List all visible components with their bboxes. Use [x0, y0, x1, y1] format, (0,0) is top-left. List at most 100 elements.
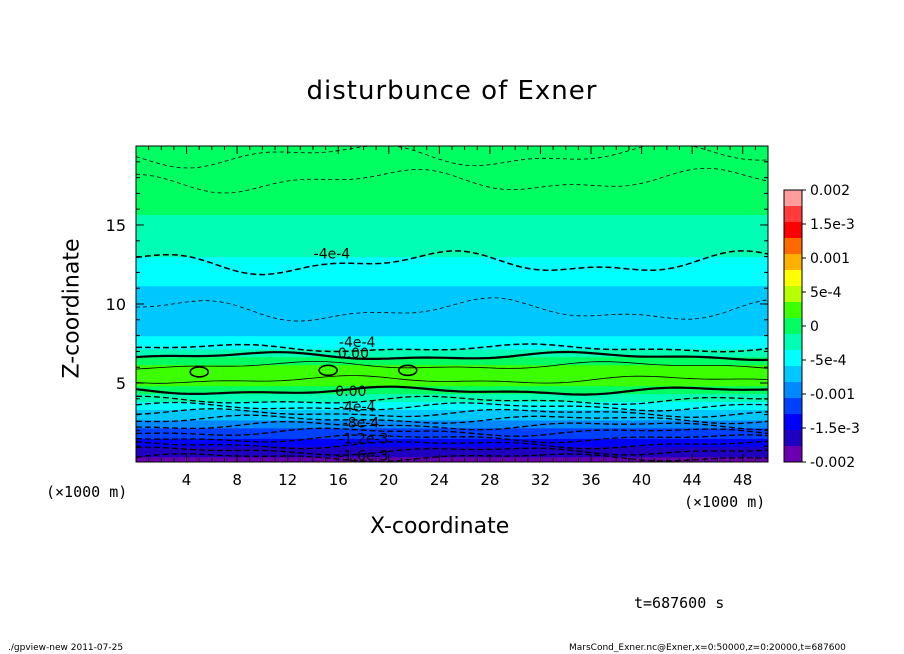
contour-label: 0.00	[335, 384, 366, 400]
field-band	[136, 322, 768, 326]
field-band	[136, 309, 768, 313]
field-band	[136, 275, 768, 279]
field-band	[136, 209, 768, 213]
field-band	[136, 364, 768, 368]
field-band	[136, 377, 768, 381]
x-tick-label: 36	[581, 471, 600, 489]
field-band	[136, 372, 768, 376]
y-unit-label: (×1000 m)	[46, 483, 128, 501]
field-band	[136, 319, 768, 324]
colorbar-swatch	[784, 318, 802, 335]
colorbar-label: 1.5e-3	[810, 217, 855, 233]
contour-line	[136, 414, 768, 425]
colorbar-swatch	[784, 190, 802, 207]
field-band	[136, 425, 768, 429]
contour-line	[136, 446, 768, 456]
field-band	[136, 235, 768, 239]
field-band	[136, 243, 768, 247]
contour-line	[136, 421, 768, 431]
field-band	[136, 298, 768, 302]
field-band	[136, 222, 768, 226]
closed-contour	[397, 364, 418, 377]
field-band	[136, 240, 768, 245]
colorbar-swatch	[784, 446, 802, 463]
x-tick-label: 20	[379, 471, 398, 489]
x-unit-label: (×1000 m)	[684, 493, 766, 511]
colorbar: 0.002 1.5e-3 0.001 5e-4 0 -5e-4 -0.001 -1.5e-3 -…	[783, 183, 860, 471]
colorbar-label: 0	[810, 319, 819, 335]
field-band	[136, 230, 768, 234]
contour-label: -8e-4	[343, 416, 380, 432]
x-axis-ticks: 4 8 12 16 20 24 28 32 36 40 44 48	[148, 146, 756, 489]
field-band	[136, 330, 768, 334]
contour-label: 0.00	[338, 346, 369, 362]
contour-label: -1.2e-3	[339, 431, 389, 447]
contour-line	[136, 167, 768, 194]
colorbar-label: -5e-4	[810, 353, 847, 369]
contour-line	[136, 385, 768, 396]
field-band	[136, 177, 768, 181]
footer-left: ./gpview-new 2011-07-25	[8, 643, 124, 653]
contour-lines	[136, 146, 768, 462]
field-band	[136, 385, 768, 389]
x-tick-label: 40	[632, 471, 651, 489]
field-band	[136, 264, 768, 268]
colorbar-swatch	[784, 286, 802, 303]
field-band	[136, 359, 768, 363]
y-axis-ticks: 5 10 15	[106, 161, 768, 447]
contour-line	[136, 408, 768, 418]
field-band	[136, 383, 768, 387]
contour-labels: -4e-4-4e-40.000.00-4e-4-8e-4-1.2e-3-1.6e…	[314, 246, 389, 464]
field-band	[136, 433, 768, 437]
x-tick-label: 44	[683, 471, 702, 489]
field-band	[136, 203, 768, 208]
field-band	[136, 153, 768, 158]
field-band	[136, 346, 768, 350]
field-band	[136, 354, 768, 358]
x-tick-label: 28	[480, 471, 499, 489]
field-band	[136, 325, 768, 329]
field-band	[136, 193, 768, 197]
colorbar-swatch	[784, 270, 802, 287]
x-tick-label: 16	[329, 471, 348, 489]
colorbar-swatch	[784, 334, 802, 351]
contour-line	[136, 434, 768, 444]
field-band	[136, 169, 768, 173]
field-band	[136, 267, 768, 271]
colorbar-label: 0.001	[810, 251, 850, 267]
field-band	[136, 404, 768, 408]
field-band	[136, 148, 768, 152]
field-band	[136, 256, 768, 260]
field-band	[136, 161, 768, 166]
x-tick-label: 48	[733, 471, 752, 489]
colorbar-swatch	[784, 254, 802, 271]
field-band	[136, 446, 768, 450]
field-band	[136, 340, 768, 345]
footer-right: MarsCond_Exner.nc@Exner,x=0:50000,z=0:20…	[569, 643, 846, 653]
field-band	[136, 448, 768, 453]
field-band	[136, 369, 768, 374]
time-label: t=687600 s	[634, 594, 725, 612]
field-band	[136, 306, 768, 310]
field-band	[136, 409, 768, 413]
x-tick-label: 12	[278, 471, 297, 489]
field-band	[136, 335, 768, 339]
field-band	[136, 348, 768, 352]
field-band	[136, 398, 768, 403]
y-axis-label: Z-coordinate	[59, 238, 85, 379]
field-band	[136, 288, 768, 292]
field-band	[136, 219, 768, 223]
x-tick-label: 8	[232, 471, 242, 489]
contour-line	[136, 350, 768, 362]
field-band	[136, 380, 768, 384]
field-band	[136, 172, 768, 176]
field-band	[136, 214, 768, 218]
colorbar-label: 0.002	[810, 183, 850, 199]
field-band	[136, 304, 768, 308]
contour-line	[136, 453, 768, 462]
field-band	[136, 190, 768, 194]
field-band	[136, 211, 768, 216]
x-tick-label: 24	[430, 471, 449, 489]
colorbar-swatch	[784, 366, 802, 383]
contour-line	[136, 375, 768, 384]
